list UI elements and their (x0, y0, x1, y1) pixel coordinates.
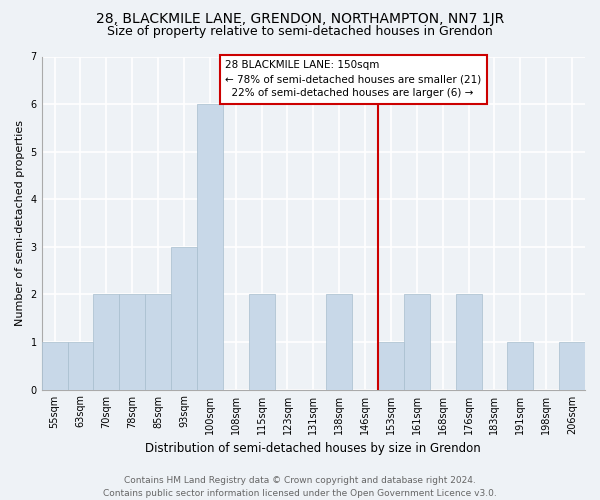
Bar (508, 342, 533, 390)
Bar (378, 342, 404, 390)
Y-axis label: Number of semi-detached properties: Number of semi-detached properties (15, 120, 25, 326)
Bar (171, 247, 197, 390)
Bar (145, 294, 171, 390)
Text: Size of property relative to semi-detached houses in Grendon: Size of property relative to semi-detach… (107, 25, 493, 38)
Bar (119, 294, 145, 390)
Bar (455, 294, 482, 390)
X-axis label: Distribution of semi-detached houses by size in Grendon: Distribution of semi-detached houses by … (145, 442, 481, 455)
Bar (197, 104, 223, 390)
Bar (248, 294, 275, 390)
Bar (94, 294, 119, 390)
Text: 28, BLACKMILE LANE, GRENDON, NORTHAMPTON, NN7 1JR: 28, BLACKMILE LANE, GRENDON, NORTHAMPTON… (96, 12, 504, 26)
Bar (559, 342, 585, 390)
Bar (41, 342, 68, 390)
Bar (404, 294, 430, 390)
Bar (68, 342, 94, 390)
Text: Contains HM Land Registry data © Crown copyright and database right 2024.
Contai: Contains HM Land Registry data © Crown c… (103, 476, 497, 498)
Bar (326, 294, 352, 390)
Text: 28 BLACKMILE LANE: 150sqm
← 78% of semi-detached houses are smaller (21)
  22% o: 28 BLACKMILE LANE: 150sqm ← 78% of semi-… (226, 60, 482, 98)
